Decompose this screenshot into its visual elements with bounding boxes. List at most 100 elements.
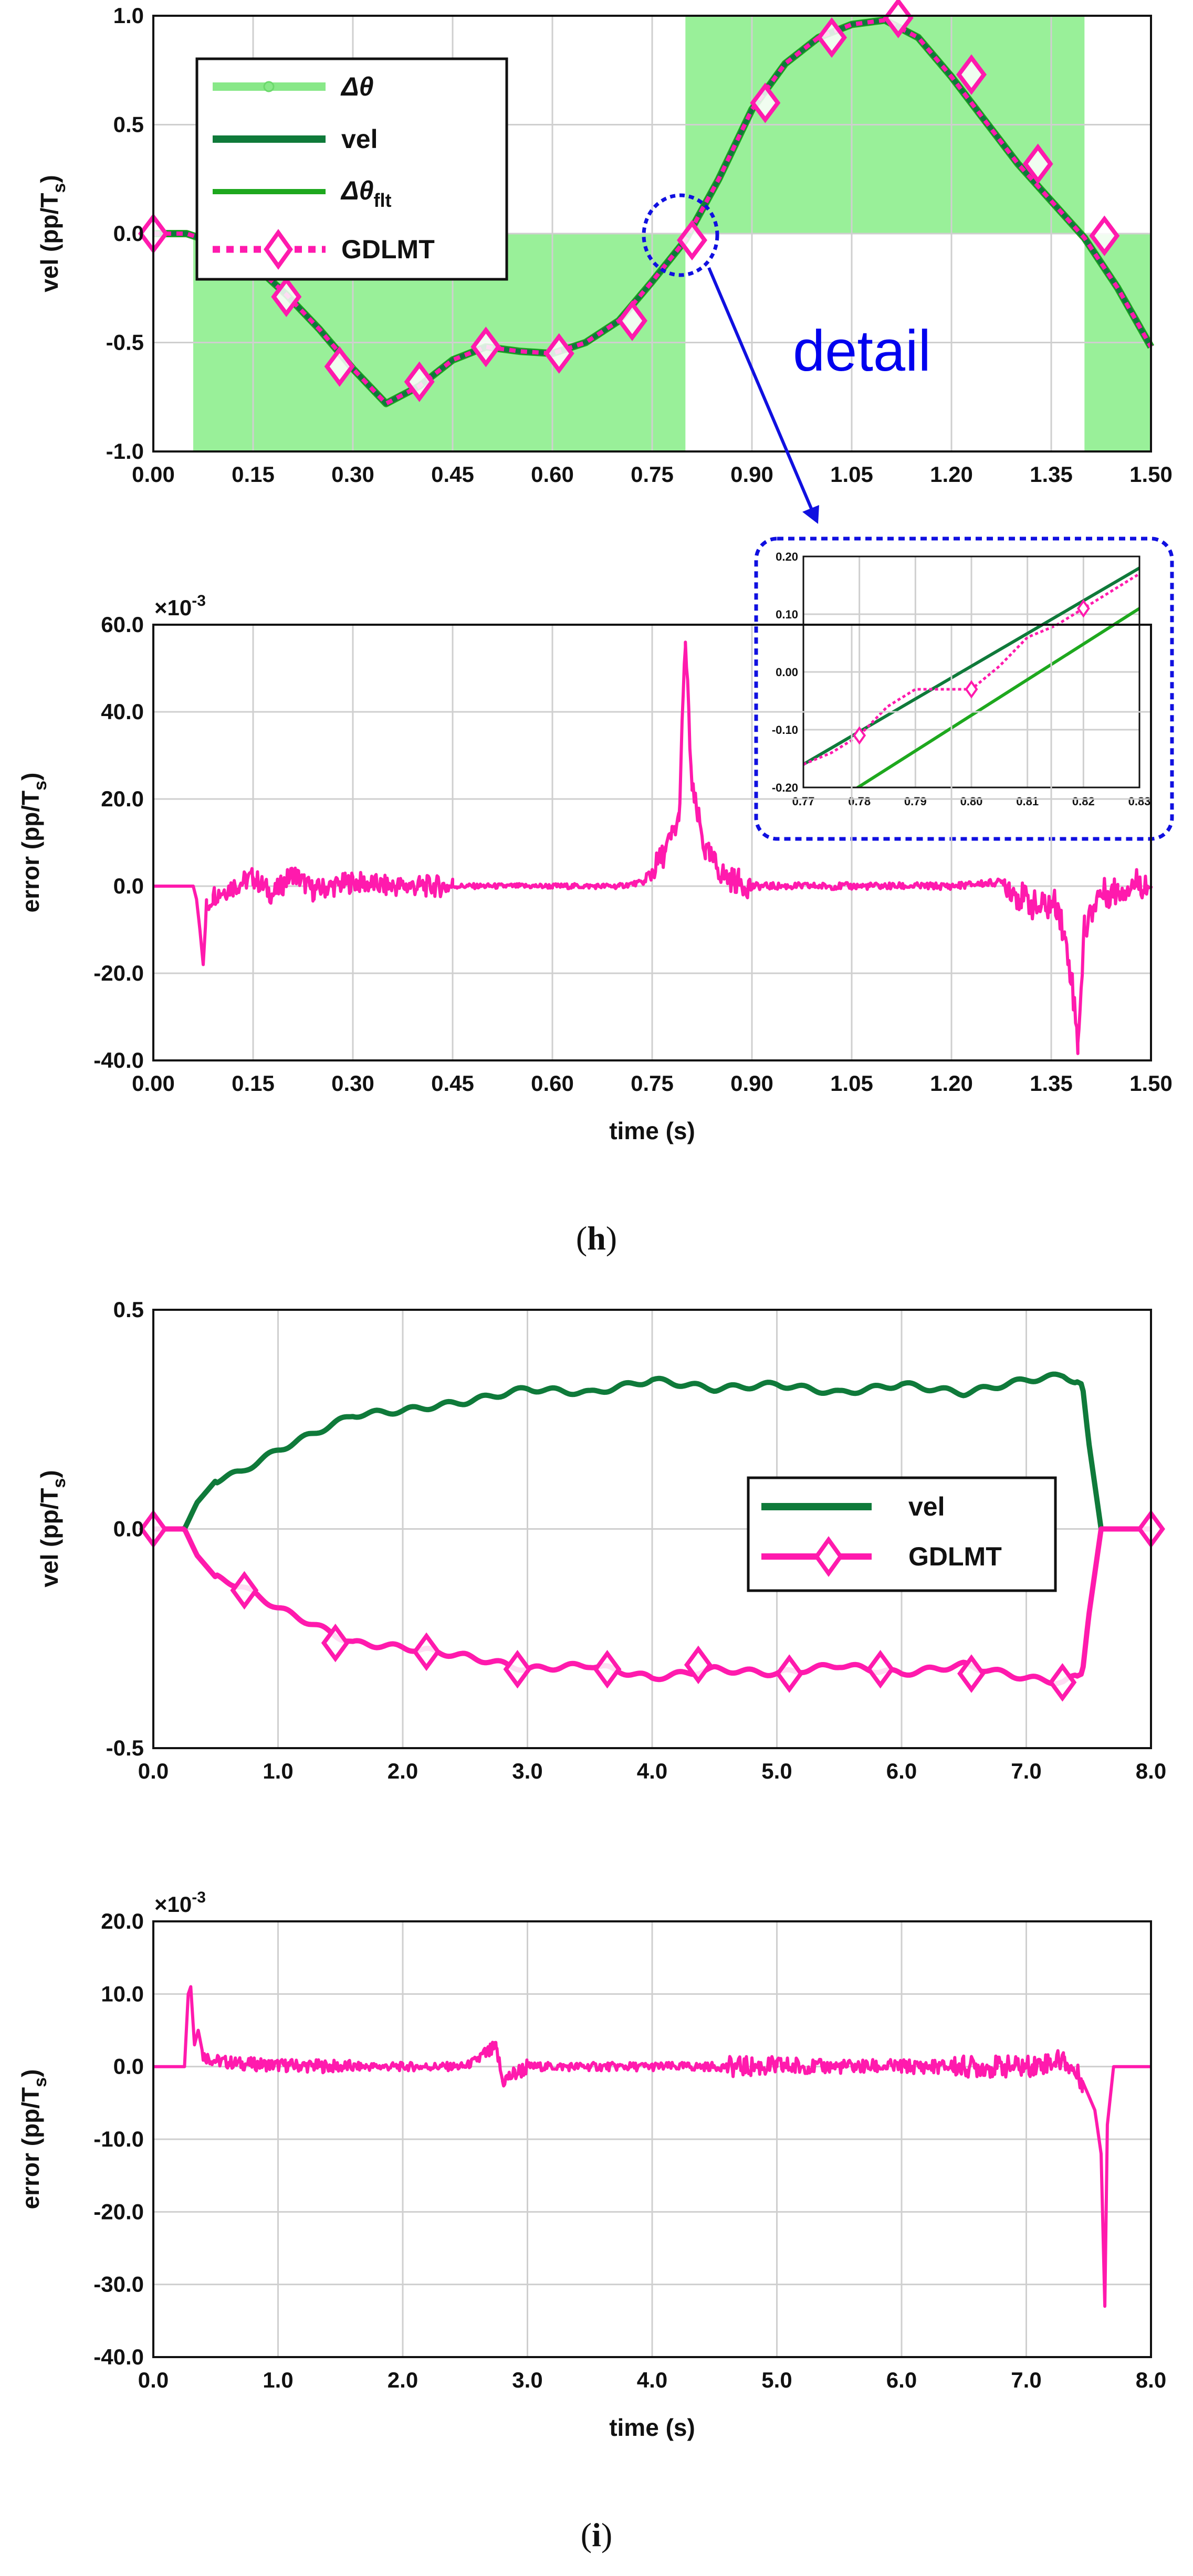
- chart-h-inset: 0.77 0.78 0.79 0.80 0.81 0.82 0.83 0.200.100.0…: [754, 537, 1174, 841]
- y-axis-label-subscript: s: [49, 183, 69, 193]
- legend-label-delta-theta: Δθ: [340, 72, 373, 101]
- inset-series-clip: [803, 566, 1139, 787]
- chart-i-error: 0.0 1.0 2.0 3.0 4.0 5.0 6.0 7.0 8.0 20.010.00.0-…: [17, 1889, 1166, 2441]
- gdlmt-marker: [883, 0, 914, 38]
- gdlmt-marker: [404, 361, 435, 402]
- y-tick-label: -40.0: [93, 2344, 144, 2369]
- gdlmt-marker: [503, 1649, 532, 1689]
- detail-circle: [642, 193, 719, 277]
- legend-item-vel: vel: [761, 1492, 945, 1521]
- plot-frame: [152, 1309, 1152, 1749]
- gdlmt-marker: [775, 1654, 804, 1693]
- y-tick-label: 0.0: [113, 2054, 144, 2079]
- y-tick-labels: 0.5 0.0 -0.5: [106, 1297, 144, 1760]
- gdlmt-marker: [321, 1623, 350, 1663]
- y-tick-label: 0.0: [113, 1517, 144, 1541]
- scale-factor: ×10-3: [154, 592, 206, 620]
- x-tick-label: 1.0: [263, 2368, 293, 2392]
- x-tick-label: 3.0: [512, 2368, 542, 2392]
- x-tick-label: 0.30: [331, 462, 374, 487]
- series-error: [153, 640, 1153, 1055]
- y-tick-label: -0.10: [772, 723, 798, 737]
- x-tick-label: 0.80: [960, 795, 983, 808]
- x-tick-label: 7.0: [1011, 1759, 1041, 1783]
- series-gdlmt: [153, 18, 1153, 406]
- legend-box: [747, 1476, 1057, 1592]
- y-tick-label: 0.0: [113, 874, 144, 898]
- y-tick-labels: 1.0 0.5 0.0 -0.5 -1.0: [106, 3, 144, 464]
- gdlmt-marker: [677, 219, 707, 261]
- gdlmt-marker: [412, 1632, 441, 1671]
- x-tick-label: 0.45: [431, 462, 474, 487]
- x-tick-label: 6.0: [886, 2368, 917, 2392]
- x-tick-label: 1.05: [830, 462, 873, 487]
- x-tick-label: 1.35: [1030, 1071, 1073, 1096]
- x-tick-label: 7.0: [1011, 2368, 1041, 2392]
- x-tick-label: 8.0: [1136, 2368, 1166, 2392]
- x-tick-labels: 0.00 0.15 0.30 0.45 0.60 0.75 0.90 1.05 1.20 1.35…: [132, 1071, 1173, 1096]
- x-tick-label: 0.60: [531, 462, 574, 487]
- legend: vel GDLMT: [747, 1476, 1057, 1592]
- gdlmt-marker: [1048, 1663, 1077, 1702]
- legend-label-gdlmt: GDLMT: [341, 235, 435, 264]
- gdlmt-marker: [750, 82, 781, 123]
- legend-label-vel: vel: [908, 1492, 945, 1521]
- series-vel: [152, 1371, 1152, 1532]
- scale-exponent: -3: [192, 1889, 206, 1906]
- x-tick-labels: 0.0 1.0 2.0 3.0 4.0 5.0 6.0 7.0 8.0: [138, 1759, 1166, 1783]
- inset-y-tick-labels: 0.20 0.10 0.00 -0.10 -0.20: [772, 550, 798, 794]
- legend-label-vel: vel: [341, 124, 378, 154]
- x-tick-label: 0.75: [631, 1071, 674, 1096]
- gdlmt-marker: [617, 300, 647, 341]
- gdlmt-marker: [324, 346, 355, 387]
- x-tick-label: 1.20: [930, 1071, 973, 1096]
- y-tick-label: 40.0: [101, 699, 144, 724]
- grid: [152, 1920, 1152, 2358]
- y-tick-label: -20.0: [93, 2199, 144, 2224]
- y-axis-label-subscript: s: [49, 1478, 69, 1488]
- y-axis-label: vel (pp/Ts): [36, 1470, 69, 1587]
- x-tick-label: 1.35: [1030, 462, 1073, 487]
- y-tick-label: 10.0: [101, 1981, 144, 2006]
- gdlmt-marker: [593, 1649, 622, 1689]
- plot-frame: [152, 1920, 1152, 2358]
- y-tick-label: -0.20: [772, 781, 798, 794]
- x-tick-label: 3.0: [512, 1759, 542, 1783]
- x-tick-label: 0.75: [631, 462, 674, 487]
- x-tick-label: 4.0: [637, 1759, 667, 1783]
- legend-item-delta-theta-flt: Δθflt: [213, 176, 391, 211]
- x-tick-label: 0.82: [1072, 795, 1095, 808]
- y-tick-label: -0.5: [106, 1736, 144, 1760]
- legend-label-delta-theta-flt: Δθflt: [340, 176, 391, 211]
- x-tick-label: 0.83: [1128, 795, 1151, 808]
- legend-label-gdlmt: GDLMT: [908, 1542, 1002, 1571]
- inset-plot-frame: [802, 555, 1140, 788]
- x-tick-label: 0.77: [792, 795, 815, 808]
- x-tick-label: 1.20: [930, 462, 973, 487]
- detail-arrow: [707, 267, 817, 518]
- x-tick-label: 5.0: [761, 2368, 792, 2392]
- y-axis-label-subscript: s: [30, 2077, 50, 2087]
- x-tick-labels: 0.0 1.0 2.0 3.0 4.0 5.0 6.0 7.0 8.0: [138, 2368, 1166, 2392]
- scale-exponent: -3: [192, 592, 206, 609]
- x-tick-label: 8.0: [1136, 1759, 1166, 1783]
- gdlmt-marker: [957, 1654, 986, 1693]
- x-axis-label: time (s): [609, 2414, 695, 2441]
- x-tick-label: 1.50: [1129, 462, 1173, 487]
- x-tick-label: 1.0: [263, 1759, 293, 1783]
- detail-callout: detail: [642, 193, 931, 524]
- y-axis-label: error (pp/Ts): [17, 2069, 50, 2210]
- y-tick-label: 20.0: [101, 1909, 144, 1933]
- y-tick-label: 0.0: [113, 221, 144, 246]
- legend-marker-gdlmt: [814, 1536, 843, 1577]
- x-tick-label: 0.00: [132, 462, 175, 487]
- legend-item-gdlmt: GDLMT: [213, 229, 435, 270]
- gdlmt-marker: [866, 1649, 895, 1689]
- detail-arrow-head: [802, 505, 819, 524]
- chart-h-error: 0.00 0.15 0.30 0.45 0.60 0.75 0.90 1.05 1.20 1.35…: [17, 592, 1173, 1144]
- gdlmt-marker: [230, 1571, 259, 1610]
- y-tick-label: 1.0: [113, 3, 144, 28]
- gdlmt-marker: [1089, 215, 1120, 256]
- legend-item-gdlmt: GDLMT: [761, 1536, 1002, 1577]
- x-tick-label: 0.81: [1016, 795, 1039, 808]
